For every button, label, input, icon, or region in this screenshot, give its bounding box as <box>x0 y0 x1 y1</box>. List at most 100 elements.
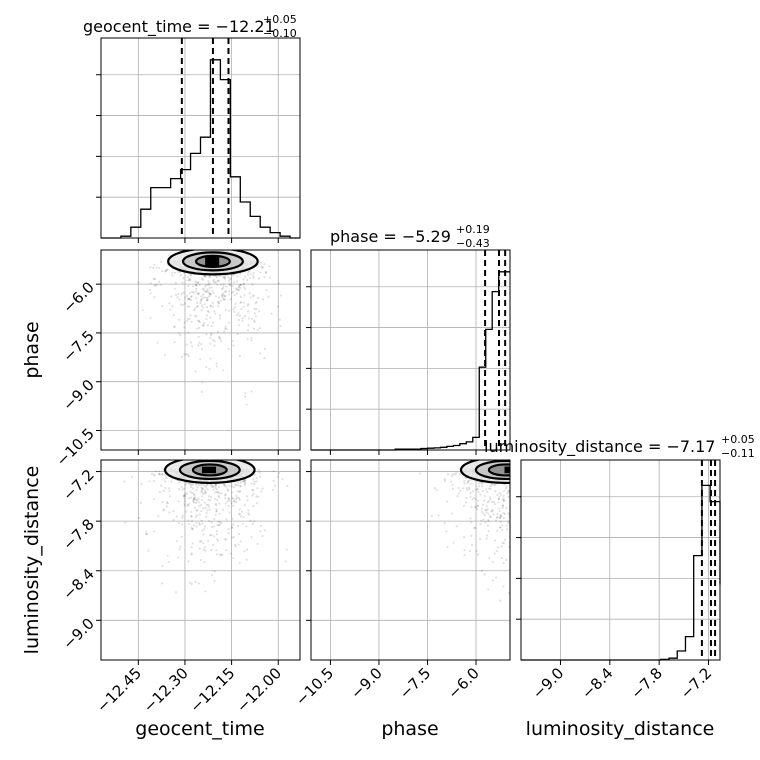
sample-point <box>197 335 200 338</box>
sample-point <box>531 474 533 476</box>
sample-point <box>200 390 203 394</box>
sample-point <box>497 501 500 504</box>
sample-point <box>462 487 465 490</box>
sample-point <box>517 474 519 476</box>
sample-point <box>215 530 218 533</box>
sample-point <box>611 504 613 506</box>
sample-point <box>222 275 225 278</box>
sample-point <box>535 489 537 491</box>
sample-point <box>209 292 212 295</box>
sample-point <box>167 560 171 564</box>
sample-point <box>496 512 499 515</box>
sample-point <box>124 521 127 524</box>
sample-point <box>519 469 521 471</box>
sample-point <box>198 321 201 324</box>
sample-point <box>536 543 538 545</box>
sample-point <box>260 265 263 268</box>
sample-point <box>156 341 159 344</box>
sample-point <box>197 484 200 487</box>
sample-point <box>502 489 506 493</box>
sample-point <box>210 525 214 529</box>
sample-point <box>527 477 529 479</box>
sample-point <box>455 471 458 475</box>
sample-point <box>224 493 227 496</box>
sample-point <box>541 489 543 491</box>
sample-point <box>525 472 527 474</box>
sample-point <box>521 473 523 475</box>
sample-point <box>512 476 514 478</box>
sample-point <box>198 523 202 526</box>
sample-point <box>482 503 485 506</box>
sample-point <box>161 304 164 308</box>
sample-point <box>540 481 542 483</box>
sample-point <box>526 488 528 490</box>
sample-point <box>534 478 536 480</box>
sample-point <box>209 357 212 360</box>
sample-point <box>177 500 180 503</box>
sample-point <box>220 521 223 525</box>
sample-point <box>465 496 468 499</box>
sample-point <box>539 470 541 472</box>
sample-point <box>210 332 213 335</box>
sample-point <box>527 470 529 472</box>
sample-point <box>228 511 231 514</box>
sample-point <box>191 491 194 495</box>
sample-point <box>186 317 189 320</box>
sample-point <box>487 487 491 490</box>
sample-point <box>252 294 255 297</box>
sample-point <box>240 510 243 513</box>
sample-point <box>249 519 252 522</box>
ylabel-luminosity-distance: luminosity_distance <box>21 466 43 655</box>
sample-point <box>513 469 515 471</box>
sample-point <box>243 550 246 553</box>
sample-point <box>511 478 513 480</box>
sample-point <box>535 471 537 473</box>
title-geocent-time-sup: +0.05 <box>263 13 297 26</box>
sample-point <box>518 474 520 476</box>
sample-point <box>537 472 539 474</box>
sample-point <box>176 296 179 299</box>
sample-point <box>516 472 518 474</box>
sample-point <box>212 280 215 283</box>
sample-point <box>517 468 519 470</box>
sample-point <box>499 513 502 517</box>
sample-point <box>237 484 240 487</box>
sample-point <box>531 475 533 477</box>
sample-point <box>165 505 168 508</box>
sample-point <box>193 307 197 310</box>
sample-point <box>243 484 247 487</box>
sample-point <box>200 304 204 307</box>
sample-point <box>524 478 526 480</box>
sample-point <box>239 485 242 488</box>
sample-point <box>218 337 221 341</box>
sample-point <box>523 546 525 548</box>
sample-point <box>510 469 512 471</box>
sample-point <box>525 473 527 475</box>
sample-point <box>272 479 275 482</box>
sample-point <box>531 494 533 496</box>
scatter-points <box>123 460 289 594</box>
sample-point <box>555 474 557 476</box>
sample-point <box>511 468 513 470</box>
sample-point <box>223 538 226 541</box>
sample-point <box>200 503 203 506</box>
sample-point <box>459 473 462 476</box>
sample-point <box>194 515 198 519</box>
sample-point <box>555 490 557 492</box>
sample-point <box>236 280 239 283</box>
sample-point <box>247 317 250 320</box>
sample-point <box>166 501 169 505</box>
sample-point <box>252 274 255 277</box>
sample-point <box>523 471 525 473</box>
sample-point <box>153 498 156 501</box>
sample-point <box>523 477 525 479</box>
sample-point <box>183 326 186 329</box>
sample-point <box>514 473 516 475</box>
sample-point <box>471 490 475 493</box>
sample-point <box>554 489 556 491</box>
sample-point <box>525 480 527 482</box>
sample-point <box>223 276 227 279</box>
sample-point <box>518 497 520 499</box>
sample-point <box>464 476 467 480</box>
sample-point <box>195 287 198 290</box>
